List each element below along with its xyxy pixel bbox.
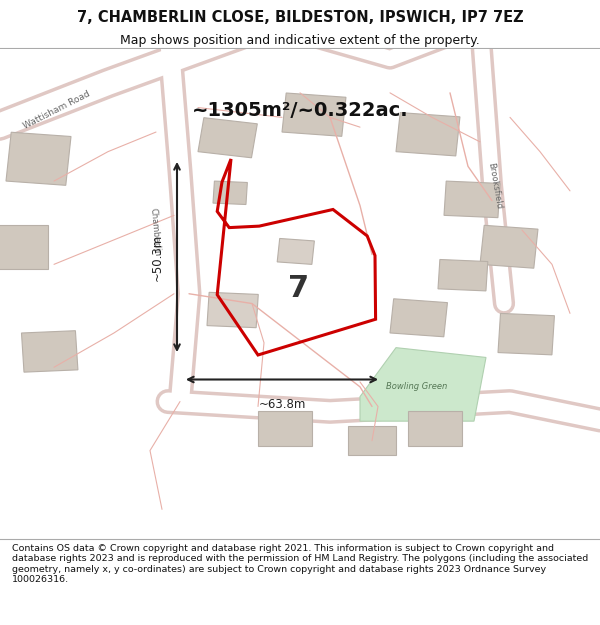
Text: ~63.8m: ~63.8m bbox=[259, 398, 305, 411]
Text: ~50.3m: ~50.3m bbox=[151, 233, 164, 281]
Text: 7: 7 bbox=[288, 274, 310, 303]
Polygon shape bbox=[360, 348, 486, 421]
Bar bbox=[258, 411, 312, 446]
Text: Map shows position and indicative extent of the property.: Map shows position and indicative extent… bbox=[120, 34, 480, 47]
Bar bbox=[213, 181, 247, 204]
Bar bbox=[480, 225, 538, 268]
Bar bbox=[282, 93, 346, 136]
Bar bbox=[198, 118, 257, 158]
Text: ~1305m²/~0.322ac.: ~1305m²/~0.322ac. bbox=[191, 101, 409, 119]
Bar bbox=[498, 313, 554, 355]
Bar bbox=[348, 426, 396, 456]
Bar bbox=[408, 411, 462, 446]
Text: Contains OS data © Crown copyright and database right 2021. This information is : Contains OS data © Crown copyright and d… bbox=[12, 544, 588, 584]
Bar bbox=[0, 225, 48, 269]
Bar bbox=[207, 292, 258, 328]
Bar bbox=[277, 239, 314, 264]
Text: Bowling Green: Bowling Green bbox=[386, 382, 448, 391]
Bar bbox=[6, 132, 71, 186]
Text: Brooksfield: Brooksfield bbox=[487, 162, 503, 210]
Text: 7, CHAMBERLIN CLOSE, BILDESTON, IPSWICH, IP7 7EZ: 7, CHAMBERLIN CLOSE, BILDESTON, IPSWICH,… bbox=[77, 10, 523, 25]
Text: Chamberlin: Chamberlin bbox=[148, 208, 161, 257]
Text: Wattisham Road: Wattisham Road bbox=[22, 89, 92, 131]
Bar bbox=[396, 112, 460, 156]
Bar bbox=[444, 181, 500, 218]
Bar bbox=[438, 259, 488, 291]
Bar bbox=[22, 331, 78, 372]
Bar bbox=[390, 299, 448, 337]
